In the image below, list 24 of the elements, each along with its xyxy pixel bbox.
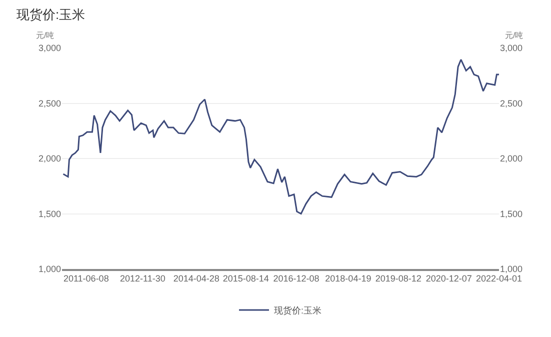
y2-axis-title: 元/吨 [505, 31, 524, 40]
y2-tick-label: 2,000 [500, 154, 523, 164]
x-tick-label: 2014-04-28 [173, 274, 220, 284]
y2-tick-label: 1,500 [500, 208, 523, 219]
x-tick-label: 2012-11-30 [120, 274, 166, 284]
y2-tick-label: 1,000 [500, 264, 523, 274]
x-tick-label: 2016-12-08 [273, 274, 320, 284]
x-tick-label: 2019-08-12 [375, 274, 422, 284]
chart-title: 现货价:玉米 [16, 7, 86, 22]
y2-tick-label: 2,500 [500, 98, 523, 108]
y-tick-label: 1,000 [38, 264, 61, 274]
x-tick-label: 2018-04-19 [325, 274, 372, 284]
y2-tick-label: 3,000 [500, 43, 523, 54]
x-tick-label: 2020-12-07 [426, 274, 472, 284]
y-tick-label: 3,000 [38, 43, 61, 54]
x-tick-label: 2015-08-14 [222, 274, 269, 284]
legend-label: 现货价:玉米 [274, 306, 322, 316]
y-axis-title: 元/吨 [36, 31, 54, 40]
line-series [62, 58, 499, 214]
y-tick-label: 2,500 [38, 98, 61, 108]
y-tick-label: 1,500 [38, 208, 61, 219]
y-tick-label: 2,000 [38, 154, 61, 164]
x-tick-label: 2022-04-01 [476, 274, 522, 284]
x-tick-label: 2011-06-08 [63, 274, 109, 284]
